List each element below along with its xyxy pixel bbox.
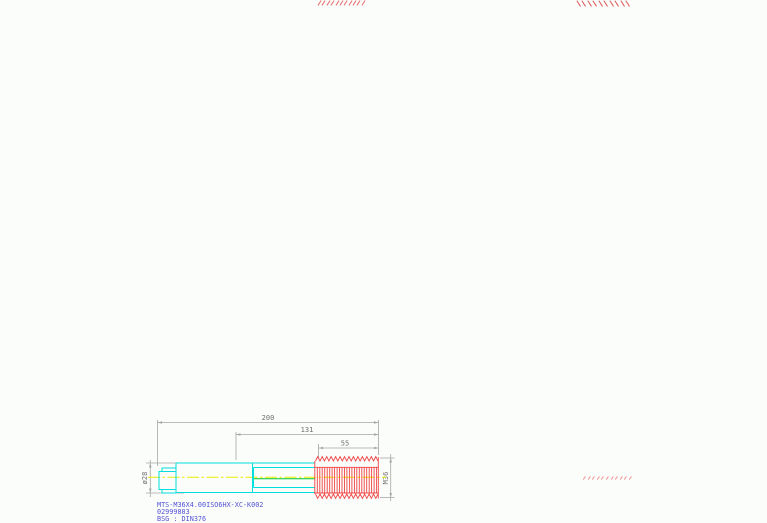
- square-drive-end: [158, 467, 176, 494]
- tool-id-text: MTS-M36X4.00ISO6HX-XC-K002: [157, 501, 263, 509]
- dimension-thread-length: 55: [318, 440, 379, 450]
- dimension-label-200: 200: [262, 414, 275, 422]
- dimension-label-thread-size: M36: [382, 472, 390, 485]
- dimension-label-55: 55: [341, 440, 349, 448]
- tool-body-outline: [158, 462, 315, 494]
- thread-crest-profile: [315, 492, 379, 500]
- dimension-shank-diameter: ø28: [141, 460, 152, 497]
- standard-text: BSG : DIN376: [157, 515, 206, 523]
- thread-section: [314, 455, 379, 500]
- dimension-thread-size: M36: [382, 454, 392, 501]
- dimension-label-131: 131: [301, 426, 314, 434]
- order-number-text: 02999883: [157, 508, 190, 516]
- dimension-label-shank-diameter: ø28: [141, 472, 149, 485]
- title-block: MTS-M36X4.00ISO6HX-XC-K002 02999883 BSG …: [157, 501, 263, 523]
- thread-crest-profile: [315, 455, 379, 463]
- dimension-overall-length: 200: [157, 414, 379, 424]
- dimension-flute-length: 131: [236, 426, 379, 436]
